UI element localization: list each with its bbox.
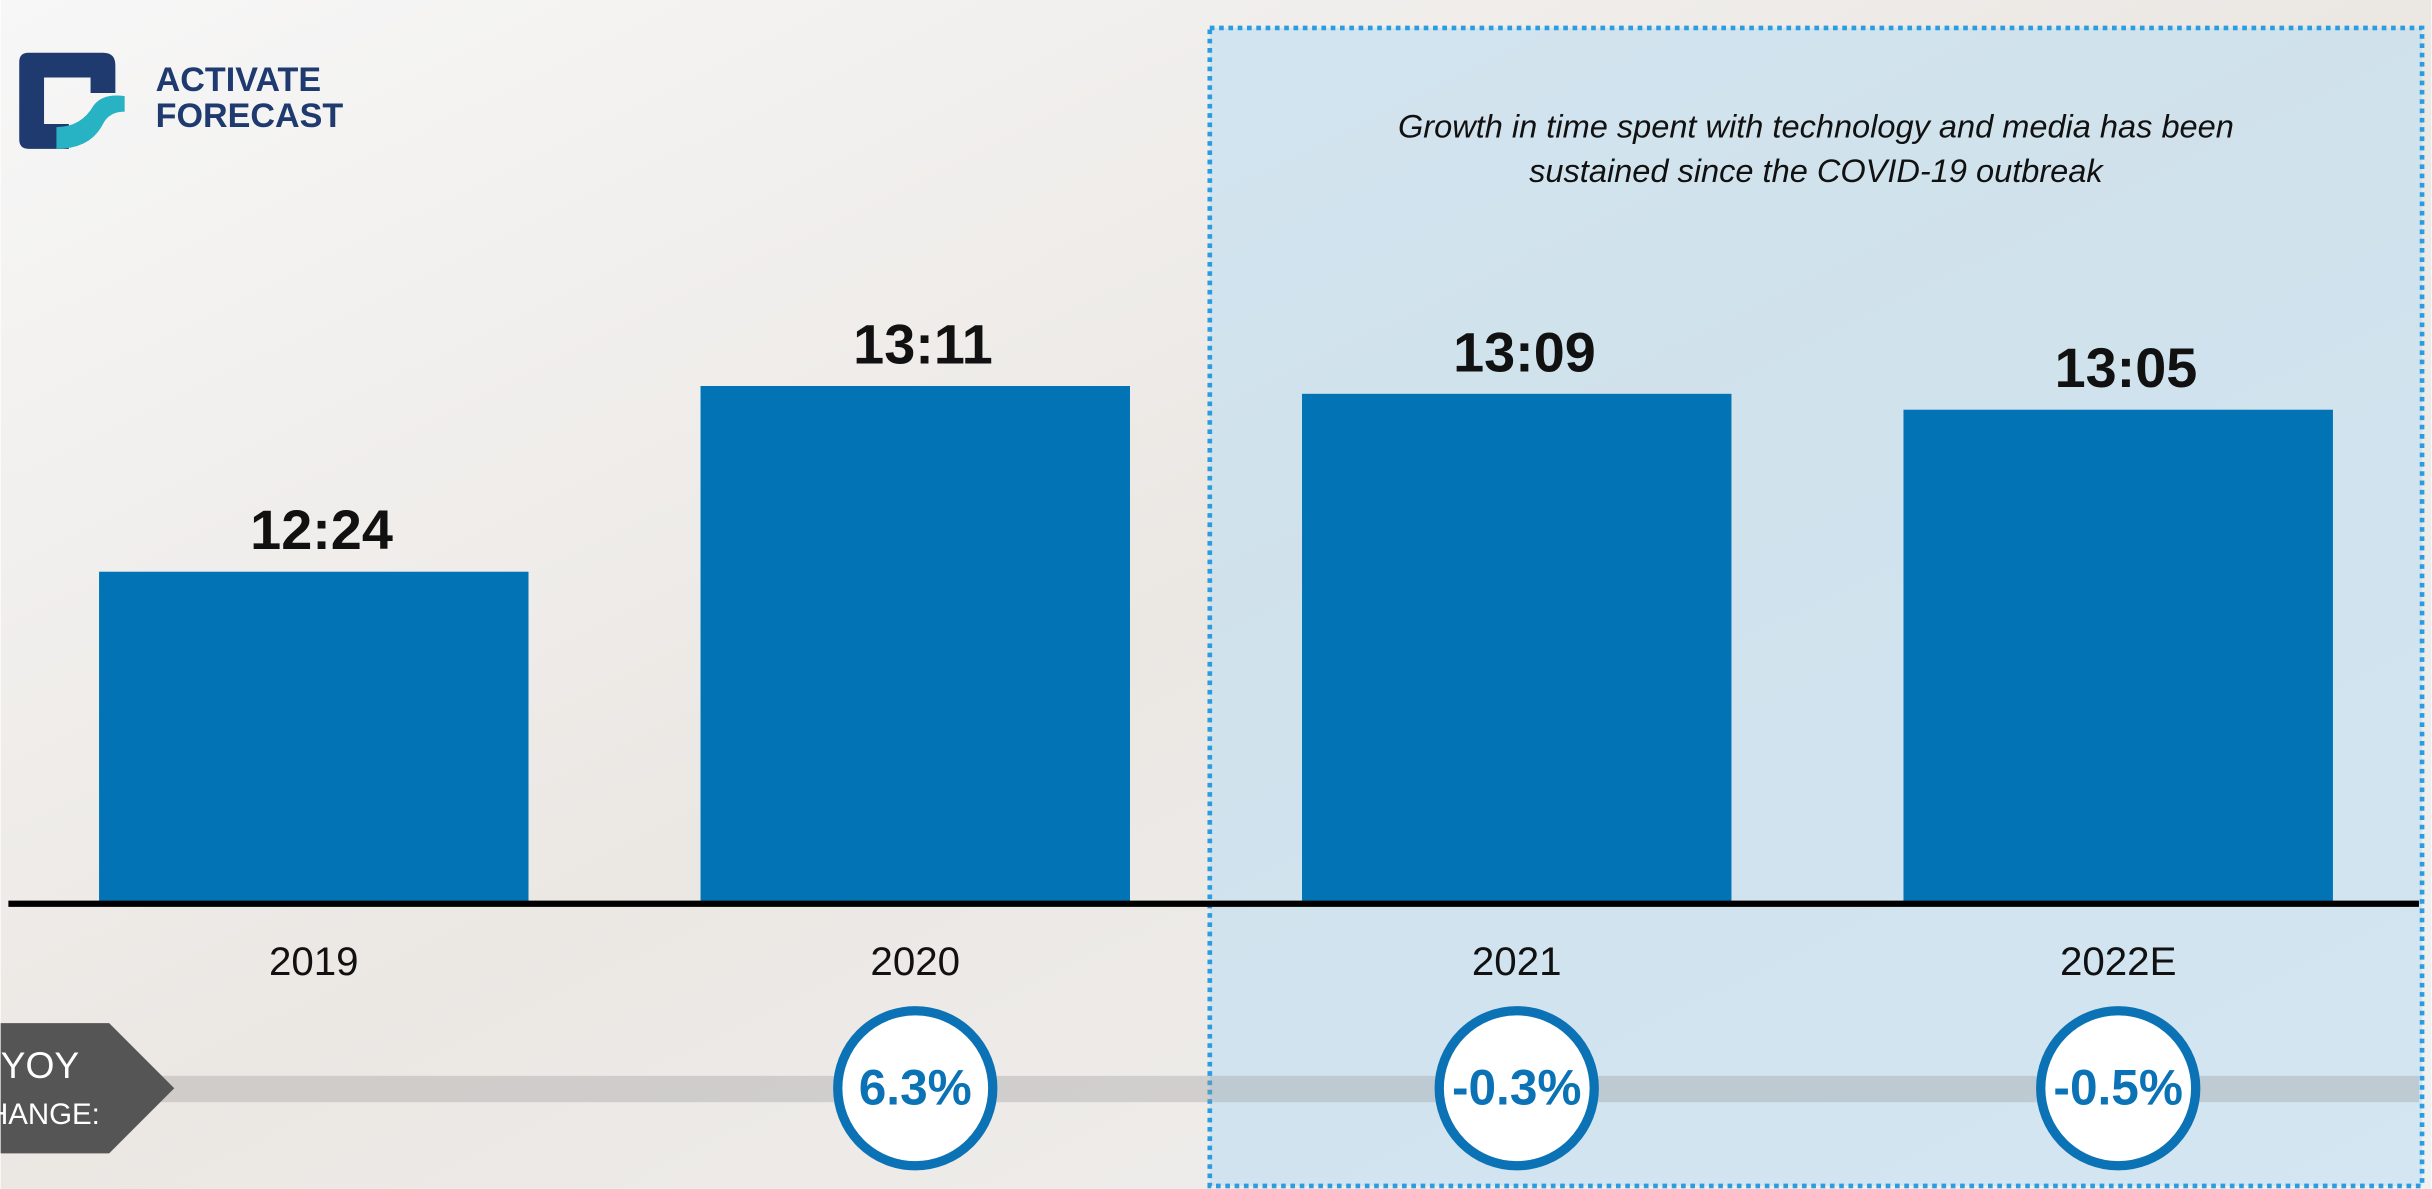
yoy-circle — [2036, 1006, 2201, 1171]
annotation: sustained since the COVID-19 outbreak — [1529, 153, 2104, 189]
logo-icon — [56, 95, 125, 149]
logo: ACTIVATE FORECAST — [19, 52, 344, 149]
bar — [99, 571, 529, 904]
logo-text: FORECAST — [156, 97, 344, 135]
annotation: Growth in time spent with technology and… — [1398, 108, 2234, 144]
logo-icon — [19, 52, 116, 149]
x-tick-label: 2021 — [1472, 939, 1562, 984]
bar — [1302, 393, 1732, 904]
yoy-value: -0.3% — [1452, 1059, 1582, 1115]
yoy-label: YOY — [1, 1044, 80, 1086]
value-label: 12:24 — [250, 498, 393, 561]
logo-text: ACTIVATE — [156, 61, 321, 99]
yoy-label: CHANGE: — [0, 1098, 100, 1131]
yoy-arrow — [0, 1023, 175, 1154]
value-label: 13:11 — [853, 313, 993, 376]
x-tick-label: 2022E — [2060, 939, 2177, 984]
x-tick-label: 2019 — [269, 939, 359, 984]
x-tick-label: 2020 — [870, 939, 960, 984]
yoy-value: -0.5% — [2053, 1059, 2183, 1115]
yoy-circle — [833, 1006, 998, 1171]
value-label: 13:09 — [1453, 320, 1596, 383]
yoy-circle — [1434, 1006, 1599, 1171]
value-label: 13:05 — [2055, 336, 2198, 399]
bar — [700, 386, 1130, 904]
yoy-value: 6.3% — [859, 1059, 972, 1115]
bar — [1903, 409, 2333, 904]
